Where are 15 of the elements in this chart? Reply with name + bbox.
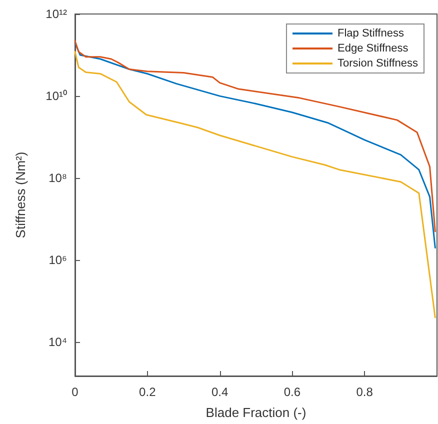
legend-label: Flap Stiffness [338,28,404,40]
x-axis-title: Blade Fraction (-) [206,405,306,420]
y-axis-title: Stiffness (Nm²) [13,152,28,238]
legend-label: Torsion Stiffness [338,58,418,70]
y-tick-label: 10⁴ [48,335,67,350]
y-tick-label: 10⁸ [48,171,67,186]
y-tick-label: 10⁶ [48,253,68,268]
x-tick-label: 0 [72,385,79,399]
y-tick-label: 10¹² [46,7,67,21]
x-tick-label: 0.2 [139,385,156,399]
x-tick-label: 0.8 [356,385,374,399]
y-tick-label: 10¹⁰ [46,89,67,104]
legend-label: Edge Stiffness [338,42,409,54]
x-tick-label: 0.4 [211,385,228,399]
x-tick-label: 0.6 [284,385,301,399]
